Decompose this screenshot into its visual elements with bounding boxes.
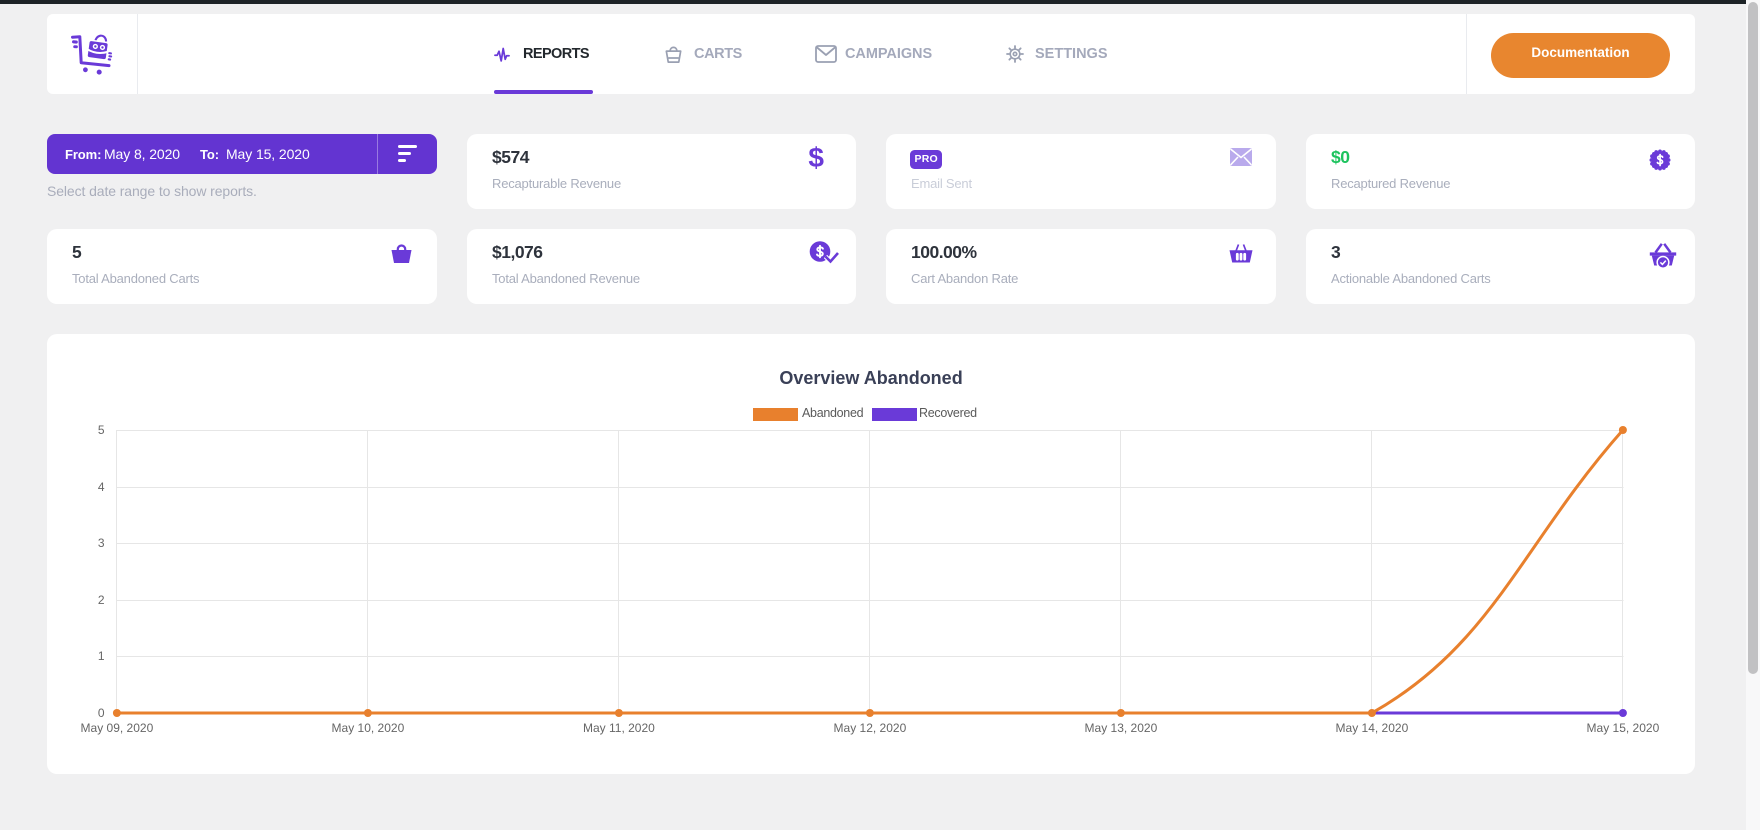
svg-text:3: 3 <box>98 536 105 550</box>
svg-text:May 11, 2020: May 11, 2020 <box>583 721 655 735</box>
svg-text:May 13, 2020: May 13, 2020 <box>1085 721 1158 735</box>
svg-text:May 14, 2020: May 14, 2020 <box>1336 721 1409 735</box>
svg-text:1: 1 <box>98 649 105 663</box>
svg-text:5: 5 <box>98 423 105 437</box>
svg-text:May 10, 2020: May 10, 2020 <box>332 721 405 735</box>
svg-text:May 12, 2020: May 12, 2020 <box>834 721 907 735</box>
svg-text:0: 0 <box>98 706 105 720</box>
svg-text:2: 2 <box>98 593 105 607</box>
svg-text:May 15, 2020: May 15, 2020 <box>1587 721 1660 735</box>
svg-text:4: 4 <box>98 480 105 494</box>
svg-text:May 09, 2020: May 09, 2020 <box>81 721 154 735</box>
